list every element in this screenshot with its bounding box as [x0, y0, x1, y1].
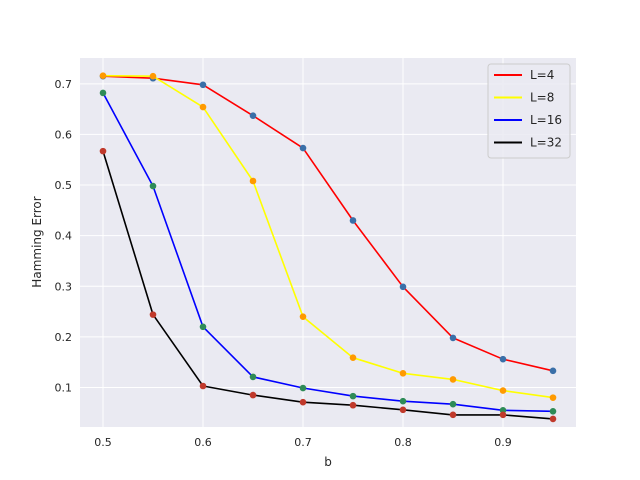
y-tick-label: 0.3	[55, 280, 73, 293]
data-point	[199, 103, 207, 111]
data-point	[349, 392, 357, 400]
data-point	[149, 311, 157, 318]
y-tick-label: 0.7	[55, 78, 73, 91]
legend-label: L=16	[530, 113, 562, 127]
data-point	[299, 313, 307, 320]
y-tick-label: 0.1	[55, 382, 73, 395]
data-point	[449, 334, 457, 342]
data-point	[249, 177, 257, 185]
legend-frame	[487, 63, 571, 159]
data-point	[349, 354, 357, 361]
data-point	[199, 81, 207, 89]
tick-labels: 0.5 0.6 0.7 0.8 0.9 0.1 0.2 0.3 0.4 0.5 0.6 0.7	[55, 78, 512, 449]
series-line	[102, 92, 554, 413]
x-tick-label: 0.5	[94, 436, 112, 449]
data-point	[199, 382, 207, 390]
data-point	[299, 384, 307, 392]
data-point	[449, 400, 457, 408]
data-point	[199, 323, 207, 331]
series-line	[102, 75, 554, 372]
data-point	[499, 411, 507, 419]
data-point	[449, 411, 457, 419]
legend: L=4 L=8 L=16 L=32	[487, 63, 571, 159]
data-point	[99, 89, 107, 97]
x-axis-label: b	[324, 455, 332, 469]
y-tick-label: 0.5	[55, 179, 73, 192]
legend-label: L=32	[530, 136, 562, 150]
data-point	[349, 401, 357, 409]
data-point	[399, 370, 407, 377]
y-tick-label: 0.2	[55, 331, 73, 344]
data-point	[399, 283, 407, 291]
x-tick-label: 0.6	[194, 436, 212, 449]
data-point	[499, 355, 507, 363]
legend-label: L=4	[530, 68, 554, 82]
data-point	[549, 367, 557, 375]
data-point	[499, 406, 507, 414]
data-point	[249, 373, 257, 381]
data-point	[549, 394, 557, 401]
y-tick-label: 0.6	[55, 128, 73, 141]
data-point	[249, 391, 257, 399]
x-tick-label: 0.9	[494, 436, 512, 449]
y-tick-label: 0.4	[55, 230, 73, 243]
data-point	[399, 397, 407, 405]
series-line	[102, 74, 554, 399]
data-point	[149, 72, 157, 80]
x-tick-label: 0.7	[294, 436, 312, 449]
data-point	[249, 112, 257, 120]
series-2	[99, 89, 557, 415]
y-axis-label: Hamming Error	[30, 196, 44, 287]
data-point	[299, 144, 307, 152]
data-point	[299, 398, 307, 406]
data-point	[549, 415, 557, 423]
data-point	[99, 147, 107, 155]
series-layer	[99, 72, 557, 423]
data-point	[549, 408, 557, 415]
x-tick-label: 0.8	[394, 436, 412, 449]
series-3	[99, 147, 557, 423]
legend-label: L=8	[530, 91, 554, 105]
data-point	[449, 376, 457, 383]
series-line	[102, 150, 554, 420]
data-point	[149, 182, 157, 190]
data-point	[349, 217, 357, 224]
data-point	[399, 406, 407, 414]
data-point	[99, 72, 107, 80]
data-point	[499, 387, 507, 394]
series-1	[99, 72, 557, 401]
